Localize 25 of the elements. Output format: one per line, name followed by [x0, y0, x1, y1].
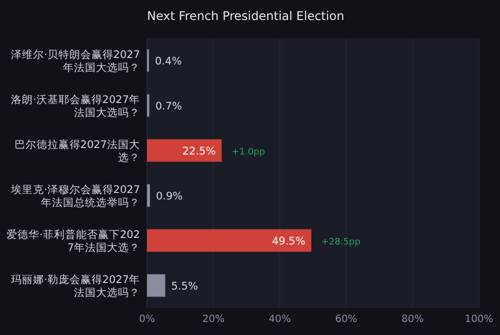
- chart-title: Next French Presidential Election: [147, 9, 344, 23]
- bar: [147, 274, 166, 297]
- y-tick-label: 巴尔德拉赢得2027法国大选？: [14, 138, 140, 164]
- bar: [147, 184, 150, 207]
- bar: [147, 139, 222, 162]
- data-label: 5.5%: [171, 280, 198, 292]
- bar: [147, 229, 312, 252]
- x-tick-label: 20%: [202, 314, 225, 325]
- x-tick-label: 0%: [139, 314, 155, 325]
- data-label: 0.4%: [155, 56, 182, 68]
- y-tick-label: 泽维尔·贝特朗会赢得2027年法国大选吗？: [10, 48, 140, 74]
- y-tick-label: 洛朗·沃基耶会赢得2027年法国大选吗？: [10, 93, 140, 119]
- y-tick-label: 爱德华·菲利普能否赢下2027年法国大选？: [6, 228, 140, 254]
- x-tick-label: 100%: [464, 314, 494, 325]
- x-tick-label: 40%: [268, 314, 291, 325]
- data-label: 0.9%: [156, 190, 183, 202]
- data-label: 22.5%: [182, 146, 216, 158]
- y-tick-label: 埃里克·泽穆尔会赢得2027年法国总统选举吗？: [10, 183, 140, 209]
- y-tick-label: 玛丽娜·勒庞会赢得2027年法国大选吗？: [10, 273, 140, 299]
- x-tick-label: 60%: [335, 314, 358, 325]
- data-label: 49.5%: [272, 236, 306, 248]
- data-label: 0.7%: [155, 100, 182, 112]
- annotation: +1.0pp: [232, 148, 266, 158]
- annotation: +28.5pp: [321, 238, 361, 248]
- x-tick-label: 80%: [401, 314, 424, 325]
